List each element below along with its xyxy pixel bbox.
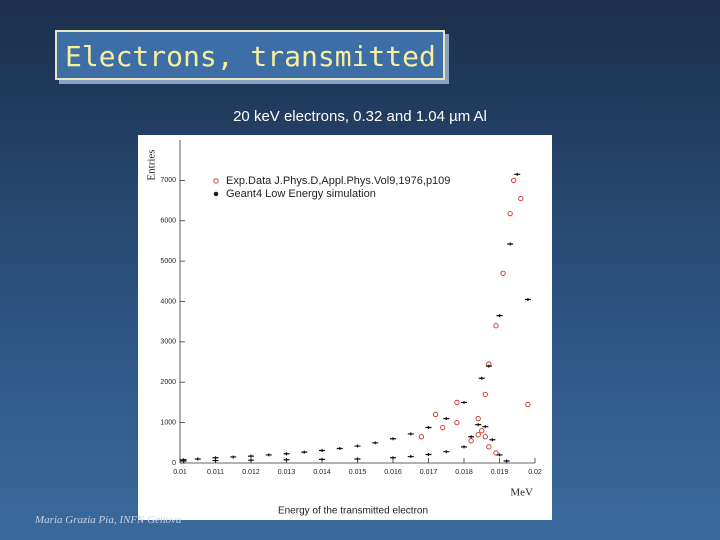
data-point bbox=[518, 195, 524, 202]
data-point bbox=[475, 423, 482, 427]
data-point bbox=[390, 456, 396, 460]
y-tick-label: 0 bbox=[172, 460, 176, 467]
data-point bbox=[454, 419, 460, 426]
data-point bbox=[475, 415, 481, 422]
data-point bbox=[514, 172, 521, 176]
data-point bbox=[230, 455, 237, 459]
y-tick-label: 5000 bbox=[160, 258, 176, 265]
title-box: Electrons, transmitted bbox=[55, 30, 445, 80]
x-unit: MeV bbox=[510, 487, 533, 499]
legend-label: Exp.Data J.Phys.D,Appl.Phys.Vol9,1976,p1… bbox=[226, 175, 450, 187]
data-point bbox=[443, 450, 450, 454]
x-tick-label: 0.015 bbox=[349, 469, 367, 476]
data-point bbox=[212, 456, 219, 460]
y-tick-label: 3000 bbox=[160, 339, 176, 346]
legend-marker bbox=[213, 191, 219, 197]
chart-subtitle: 20 keV electrons, 0.32 and 1.04 µm Al bbox=[233, 108, 487, 125]
data-point bbox=[461, 445, 467, 449]
x-tick-label: 0.012 bbox=[242, 469, 260, 476]
data-point bbox=[425, 425, 432, 429]
data-point bbox=[496, 453, 503, 457]
data-point bbox=[354, 444, 361, 448]
x-tick-label: 0.019 bbox=[491, 469, 509, 476]
x-tick-label: 0.011 bbox=[207, 469, 224, 476]
data-point bbox=[468, 435, 475, 439]
x-tick-label: 0.014 bbox=[313, 469, 331, 476]
data-point bbox=[336, 446, 343, 450]
data-point bbox=[372, 441, 379, 445]
data-point bbox=[443, 417, 450, 421]
data-point bbox=[425, 453, 432, 457]
data-point bbox=[248, 458, 254, 462]
data-point bbox=[319, 448, 325, 452]
y-tick-label: 7000 bbox=[160, 177, 176, 184]
data-point bbox=[265, 453, 272, 457]
data-point bbox=[461, 400, 467, 404]
data-point bbox=[478, 376, 485, 380]
data-point bbox=[511, 177, 517, 184]
data-point bbox=[500, 270, 506, 276]
data-point bbox=[283, 452, 290, 456]
data-point bbox=[482, 391, 488, 398]
x-tick-label: 0.01 bbox=[173, 469, 187, 476]
data-point bbox=[475, 432, 481, 438]
y-tick-label: 6000 bbox=[160, 218, 176, 225]
x-tick-label: 0.018 bbox=[455, 469, 473, 476]
data-point bbox=[486, 444, 492, 450]
data-point bbox=[283, 458, 290, 462]
data-point bbox=[454, 399, 460, 406]
legend-marker bbox=[213, 178, 219, 184]
data-point bbox=[468, 438, 474, 444]
y-tick-label: 4000 bbox=[160, 298, 176, 305]
x-tick-label: 0.02 bbox=[528, 469, 542, 476]
data-point bbox=[482, 425, 489, 429]
y-tick-label: 2000 bbox=[160, 379, 176, 386]
data-point bbox=[432, 411, 439, 418]
data-point bbox=[482, 434, 488, 440]
data-point bbox=[440, 425, 446, 431]
data-point bbox=[507, 242, 514, 246]
footer: Maria Grazia Pia, INFN Genova bbox=[35, 514, 182, 526]
data-point bbox=[407, 455, 414, 459]
data-point bbox=[354, 457, 361, 461]
slide-title: Electrons, transmitted bbox=[65, 40, 436, 73]
data-point bbox=[194, 457, 201, 461]
data-point bbox=[418, 434, 425, 440]
data-point bbox=[212, 459, 219, 463]
data-point bbox=[407, 432, 414, 436]
data-point bbox=[485, 364, 492, 368]
legend-label: Geant4 Low Energy simulation bbox=[226, 188, 376, 200]
x-tick-label: 0.013 bbox=[278, 469, 296, 476]
data-point bbox=[493, 323, 499, 329]
data-point bbox=[319, 457, 325, 461]
y-axis-label: Entries bbox=[146, 149, 158, 180]
data-point bbox=[525, 401, 531, 408]
data-point bbox=[493, 450, 499, 456]
data-point bbox=[524, 297, 531, 301]
data-point bbox=[503, 459, 510, 463]
data-point bbox=[180, 459, 187, 463]
data-point bbox=[248, 454, 254, 458]
data-point bbox=[507, 211, 513, 217]
x-tick-label: 0.017 bbox=[420, 469, 438, 476]
data-point bbox=[489, 438, 496, 442]
data-point bbox=[479, 428, 485, 434]
x-axis-label: Energy of the transmitted electron bbox=[278, 506, 428, 517]
y-tick-label: 1000 bbox=[160, 419, 176, 426]
data-point bbox=[390, 437, 396, 441]
data-point bbox=[496, 314, 503, 318]
chart-background bbox=[138, 135, 552, 520]
x-tick-label: 0.016 bbox=[384, 469, 402, 476]
data-point bbox=[301, 450, 308, 454]
chart: Entries Energy of the transmitted electr… bbox=[138, 135, 552, 520]
